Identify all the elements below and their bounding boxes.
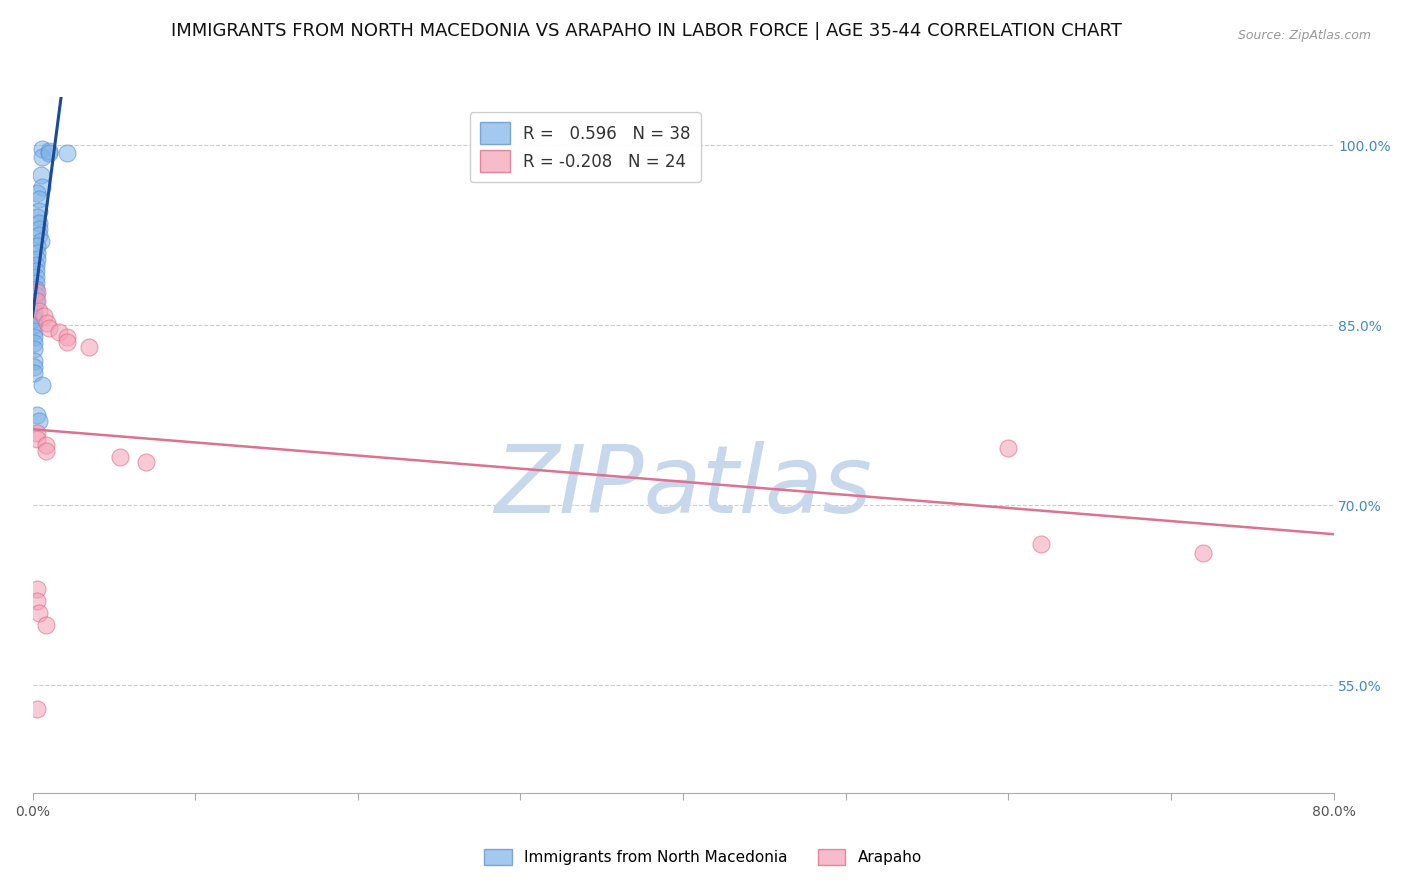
Point <box>22 312 45 326</box>
Point <box>55 146 77 161</box>
Point <box>28 222 51 236</box>
Point <box>32 309 55 323</box>
Legend: Immigrants from North Macedonia, Arapaho: Immigrants from North Macedonia, Arapaho <box>478 843 928 871</box>
Point <box>28 606 51 620</box>
Point <box>27 594 49 608</box>
Point <box>28 414 51 428</box>
Point <box>27 210 49 224</box>
Point <box>28 204 51 219</box>
Point <box>24 288 46 302</box>
Point <box>22 318 45 332</box>
Point <box>34 618 56 632</box>
Point <box>27 246 49 260</box>
Point <box>38 146 60 161</box>
Point <box>22 354 45 368</box>
Point <box>24 258 46 272</box>
Legend: R =   0.596   N = 38, R = -0.208   N = 24: R = 0.596 N = 38, R = -0.208 N = 24 <box>470 112 700 182</box>
Point <box>22 324 45 338</box>
Point <box>27 294 49 309</box>
Point <box>34 444 56 458</box>
Text: Source: ZipAtlas.com: Source: ZipAtlas.com <box>1237 29 1371 42</box>
Point <box>135 455 157 469</box>
Point <box>30 234 52 248</box>
Point <box>31 142 53 156</box>
Point <box>22 342 45 356</box>
Point <box>28 228 51 243</box>
Point <box>28 216 51 230</box>
Point <box>27 239 49 253</box>
Point <box>55 330 77 344</box>
Text: ZIPatlas: ZIPatlas <box>494 442 872 533</box>
Point <box>1029 536 1052 550</box>
Point <box>79 340 101 354</box>
Point <box>38 144 60 158</box>
Point <box>31 180 53 194</box>
Point <box>27 408 49 422</box>
Point <box>27 186 49 200</box>
Point <box>28 303 51 318</box>
Point <box>22 360 45 375</box>
Point <box>34 438 56 452</box>
Point <box>1192 546 1215 560</box>
Point <box>22 366 45 380</box>
Point <box>31 378 53 392</box>
Point <box>27 426 49 441</box>
Point <box>31 150 53 164</box>
Point <box>22 306 45 320</box>
Point <box>30 168 52 182</box>
Point <box>38 320 60 334</box>
Point <box>27 702 49 716</box>
Point <box>997 441 1019 455</box>
Point <box>110 450 132 464</box>
Point <box>24 282 46 296</box>
Point <box>24 270 46 285</box>
Point <box>24 264 46 278</box>
Point <box>37 316 59 330</box>
Point <box>24 294 46 309</box>
Point <box>28 192 51 206</box>
Point <box>48 326 70 340</box>
Text: IMMIGRANTS FROM NORTH MACEDONIA VS ARAPAHO IN LABOR FORCE | AGE 35-44 CORRELATIO: IMMIGRANTS FROM NORTH MACEDONIA VS ARAPA… <box>172 22 1122 40</box>
Point <box>22 330 45 344</box>
Point <box>27 252 49 266</box>
Point <box>55 334 77 349</box>
Point <box>27 432 49 446</box>
Point <box>22 336 45 351</box>
Point <box>27 285 49 299</box>
Point <box>24 276 46 290</box>
Point <box>27 582 49 597</box>
